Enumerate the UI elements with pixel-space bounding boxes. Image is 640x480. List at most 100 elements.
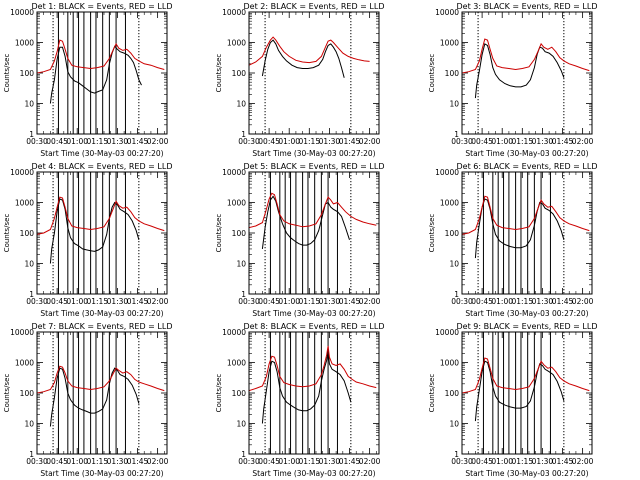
events-series-line: [474, 43, 565, 99]
y-axis-label: Counts/sec: [215, 54, 223, 93]
chart-title: Det 6: BLACK = Events, RED = LLD: [457, 162, 598, 171]
y-tick-label: 100: [20, 69, 35, 78]
y-tick-label: 10: [24, 420, 34, 429]
y-tick-label: 1: [29, 290, 34, 299]
x-tick-label: 01:15: [511, 457, 533, 466]
y-tick-label: 100: [20, 229, 35, 238]
x-tick-label: 00:45: [46, 297, 68, 306]
x-tick-label: 02:00: [147, 457, 169, 466]
chart-panel: Det 6: BLACK = Events, RED = LLD Counts/s…: [428, 162, 597, 318]
chart-title: Det 9: BLACK = Events, RED = LLD: [457, 322, 598, 331]
y-tick-label: 10: [236, 420, 246, 429]
y-axis-label: Counts/sec: [428, 374, 436, 413]
y-tick-label: 10: [24, 260, 34, 269]
y-axis-label: Counts/sec: [428, 54, 436, 93]
lld-series-line: [462, 195, 590, 235]
events-series-line: [49, 367, 140, 427]
x-tick-label: 00:45: [46, 457, 68, 466]
x-axis-label: Start Time (30-May-03 00:27:20): [40, 469, 163, 478]
y-tick-label: 1000: [440, 359, 459, 368]
x-tick-label: 01:15: [86, 457, 108, 466]
y-tick-label: 1: [454, 450, 459, 459]
x-tick-label: 00:45: [471, 297, 493, 306]
x-tick-label: 00:30: [451, 297, 473, 306]
y-tick-label: 10000: [10, 168, 34, 177]
x-tick-label: 00:45: [471, 137, 493, 146]
y-tick-label: 10000: [10, 8, 34, 17]
x-tick-label: 01:00: [491, 297, 513, 306]
x-tick-label: 01:45: [552, 297, 574, 306]
x-tick-label: 02:00: [572, 137, 594, 146]
chart-title: Det 4: BLACK = Events, RED = LLD: [32, 162, 173, 171]
x-tick-label: 01:15: [298, 457, 320, 466]
y-axis-label: Counts/sec: [215, 214, 223, 253]
chart-panel: Det 2: BLACK = Events, RED = LLD Counts/s…: [215, 2, 384, 158]
chart-title: Det 3: BLACK = Events, RED = LLD: [457, 2, 598, 11]
y-tick-label: 1000: [15, 199, 34, 208]
x-tick-label: 02:00: [572, 457, 594, 466]
y-tick-label: 10000: [222, 328, 246, 337]
x-tick-label: 01:30: [532, 297, 554, 306]
x-tick-label: 01:45: [552, 457, 574, 466]
y-tick-label: 1: [29, 450, 34, 459]
y-tick-label: 100: [232, 389, 247, 398]
x-tick-label: 01:00: [278, 457, 300, 466]
x-tick-label: 00:45: [46, 137, 68, 146]
x-tick-label: 01:30: [532, 137, 554, 146]
x-tick-label: 01:00: [278, 137, 300, 146]
x-tick-label: 01:15: [298, 137, 320, 146]
chart-panel: Det 5: BLACK = Events, RED = LLD Counts/s…: [215, 162, 384, 318]
y-tick-label: 10: [449, 420, 459, 429]
x-tick-label: 01:00: [66, 457, 88, 466]
x-tick-label: 01:45: [127, 297, 149, 306]
y-tick-label: 10: [24, 100, 34, 109]
chart-title: Det 2: BLACK = Events, RED = LLD: [244, 2, 385, 11]
x-tick-label: 01:15: [86, 297, 108, 306]
x-tick-label: 02:00: [359, 457, 381, 466]
x-tick-label: 02:00: [359, 297, 381, 306]
plot-frame: [36, 331, 168, 455]
x-tick-label: 02:00: [147, 297, 169, 306]
events-series-line: [261, 39, 345, 78]
y-tick-label: 1000: [15, 39, 34, 48]
y-tick-label: 1: [454, 130, 459, 139]
x-tick-label: 01:15: [511, 297, 533, 306]
x-axis-label: Start Time (30-May-03 00:27:20): [465, 309, 588, 318]
y-tick-label: 100: [445, 389, 460, 398]
x-tick-label: 01:30: [319, 457, 341, 466]
x-tick-label: 01:15: [511, 137, 533, 146]
x-tick-label: 01:15: [86, 137, 108, 146]
y-tick-label: 10: [236, 100, 246, 109]
x-tick-label: 01:00: [491, 457, 513, 466]
lld-series-line: [249, 345, 377, 392]
x-tick-label: 00:45: [258, 297, 280, 306]
x-tick-label: 01:30: [107, 297, 129, 306]
y-axis-label: Counts/sec: [3, 214, 11, 253]
plot-frame: [36, 11, 168, 135]
y-tick-label: 1: [29, 130, 34, 139]
y-tick-label: 1: [454, 290, 459, 299]
x-tick-label: 01:00: [491, 137, 513, 146]
lld-series-line: [37, 365, 165, 394]
x-tick-label: 01:00: [66, 297, 88, 306]
chart-panel: Det 9: BLACK = Events, RED = LLD Counts/s…: [428, 322, 597, 478]
x-tick-label: 00:45: [258, 457, 280, 466]
plot-frame: [461, 331, 593, 455]
y-tick-label: 100: [445, 69, 460, 78]
x-tick-label: 00:30: [26, 457, 48, 466]
y-tick-label: 1000: [227, 39, 246, 48]
lld-series-line: [462, 357, 590, 394]
x-tick-label: 01:15: [298, 297, 320, 306]
lld-series-line: [462, 38, 590, 74]
x-axis-label: Start Time (30-May-03 00:27:20): [40, 149, 163, 158]
chart-title: Det 7: BLACK = Events, RED = LLD: [32, 322, 173, 331]
y-tick-label: 100: [232, 69, 247, 78]
y-tick-label: 100: [445, 229, 460, 238]
x-tick-label: 00:30: [238, 297, 260, 306]
x-tick-label: 01:00: [278, 297, 300, 306]
x-tick-label: 01:45: [127, 137, 149, 146]
x-axis-label: Start Time (30-May-03 00:27:20): [465, 149, 588, 158]
x-tick-label: 01:45: [552, 137, 574, 146]
y-tick-label: 1000: [440, 39, 459, 48]
y-tick-label: 10: [236, 260, 246, 269]
